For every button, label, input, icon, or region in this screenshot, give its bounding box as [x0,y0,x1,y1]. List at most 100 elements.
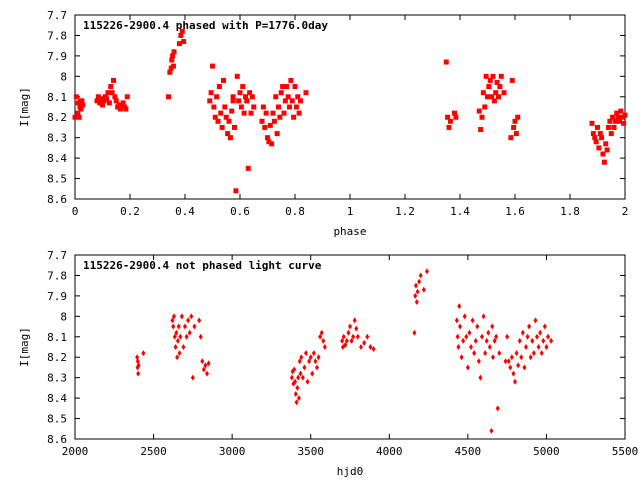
phased-data-point [243,94,248,100]
unphased-data-point [296,395,301,402]
phased-data-point [303,90,309,96]
unphased-data-point [352,317,357,324]
unphased-data-point [541,337,546,344]
phased-data-point [282,98,288,104]
phased-y-tick-label: 8.1 [47,91,67,104]
unphased-x-tick-label: 4000 [376,445,403,458]
phased-data-point [75,110,81,116]
phased-y-tick-label: 8 [60,70,67,83]
phased-data-point [170,63,176,69]
phased-data-point [280,84,286,90]
phased-data-point [111,77,116,83]
unphased-data-point [136,370,141,377]
phased-x-tick-label: 0.8 [285,205,305,218]
phased-data-point [617,118,622,124]
unphased-data-point [546,333,550,340]
unphased-data-point [528,354,533,361]
unphased-x-tick-label: 2000 [62,445,89,458]
phased-data-point [293,104,299,110]
phased-data-point [291,114,297,120]
phased-data-point [229,108,235,114]
phased-x-tick-label: 0.4 [175,205,195,218]
unphased-data-point [300,374,305,381]
phased-data-point [509,77,515,83]
phased-y-tick-label: 7.7 [47,9,67,22]
phased-x-tick-label: 0 [72,205,79,218]
phased-chart-title: 115226-2900.4 phased with P=1776.0day [83,19,328,32]
unphased-data-point [527,323,532,330]
phased-data-point [210,63,215,69]
unphased-chart: 115226-2900.4 not phased light curve hjd… [18,249,638,478]
phased-data-point [267,122,273,128]
unphased-data-point [461,337,466,344]
unphased-data-point [456,344,461,350]
unphased-data-point [178,333,183,340]
unphased-data-point [425,268,429,275]
phased-data-point [119,104,125,110]
phased-data-point [207,98,213,104]
unphased-data-point [197,317,202,324]
phased-data-point [73,94,79,100]
unphased-y-axis-label: I[mag] [18,327,31,367]
phased-data-point [486,84,492,90]
phased-data-point [72,114,78,120]
unphased-data-point [294,399,299,406]
phased-data-point [97,100,103,106]
unphased-data-point [177,350,182,357]
phased-data-point [610,114,616,120]
unphased-data-point [542,323,547,330]
phased-data-point [287,104,292,110]
phased-data-point [95,94,101,100]
unphased-data-point [517,337,522,344]
unphased-data-point [321,337,326,344]
phased-data-point [123,106,129,112]
unphased-data-point [490,323,495,330]
phased-data-point [79,98,85,104]
phased-x-tick-label: 1.4 [450,205,470,218]
phased-data-point [494,79,500,85]
phased-data-point [600,151,606,157]
unphased-data-point [351,333,356,340]
phased-data-point [240,84,246,90]
phased-data-point [447,118,453,124]
unphased-data-point [311,350,316,357]
phased-data-point [599,135,605,141]
unphased-data-point [535,333,539,340]
phased-data-point [223,114,229,120]
phased-x-axis-label: phase [333,225,366,238]
phased-data-point [295,94,301,100]
unphased-data-point [516,362,521,369]
unphased-data-point [203,362,208,369]
unphased-data-point [472,350,477,357]
phased-data-point [498,73,504,79]
phased-data-point [511,124,517,130]
phased-data-point [603,141,609,147]
unphased-data-point [549,337,554,344]
phased-data-point [277,114,283,120]
phased-data-point [208,90,214,96]
unphased-data-point [531,350,536,357]
unphased-data-point [539,350,544,357]
unphased-x-tick-label: 2500 [140,445,167,458]
unphased-data-point [368,344,373,350]
phased-data-point [238,104,244,110]
phased-y-tick-label: 8.4 [47,152,67,165]
phased-data-point [513,131,519,137]
unphased-y-tick-label: 8.1 [47,331,67,344]
phased-data-point [452,110,457,116]
phased-data-point [606,124,611,130]
unphased-x-tick-label: 5500 [612,445,639,458]
phased-data-point [611,124,617,130]
phased-data-point [218,110,224,116]
unphased-x-tick-label: 4500 [455,445,482,458]
phased-data-point [489,94,495,100]
unphased-y-tick-label: 8 [60,310,67,323]
unphased-data-point [173,344,178,350]
unphased-data-point [362,339,367,346]
unphased-data-point [462,313,467,320]
unphased-y-tick-label: 8.4 [47,392,67,405]
unphased-data-point [189,313,194,320]
phased-data-point [106,100,112,106]
unphased-data-point [412,329,417,336]
unphased-data-point [505,333,510,340]
